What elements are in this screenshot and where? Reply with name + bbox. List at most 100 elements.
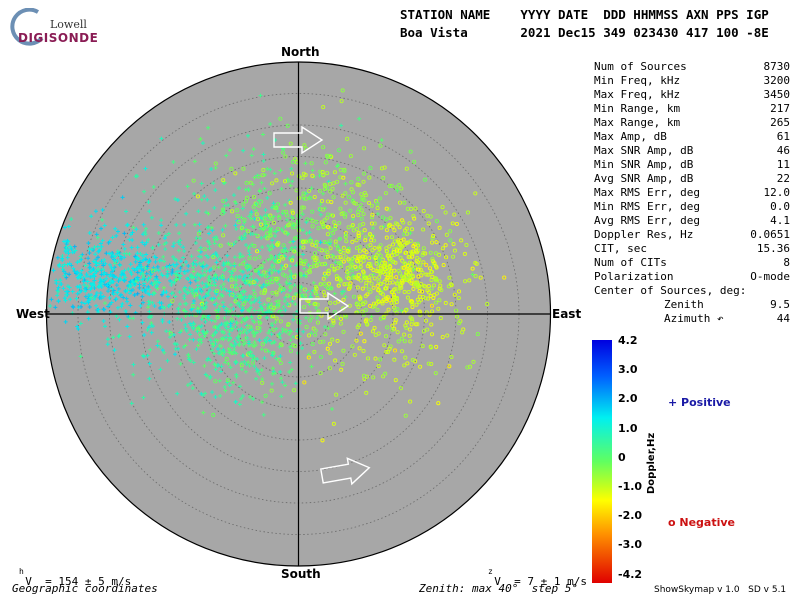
source-point-positive — [183, 309, 188, 314]
source-point-positive — [221, 300, 226, 305]
source-point-negative — [327, 366, 332, 371]
source-point-positive — [304, 315, 309, 320]
source-point-positive — [226, 241, 231, 246]
source-point-positive — [211, 342, 216, 347]
source-point-negative — [263, 348, 268, 353]
source-point-negative — [274, 290, 279, 295]
source-point-positive — [221, 329, 226, 334]
source-point-negative — [409, 278, 414, 283]
source-point-positive — [133, 259, 138, 264]
source-point-positive — [253, 268, 258, 273]
source-point-positive — [148, 300, 153, 305]
source-point-negative — [278, 116, 283, 121]
source-point-positive — [260, 245, 265, 250]
source-point-negative — [388, 216, 393, 221]
source-point-positive — [238, 331, 243, 336]
source-point-negative — [326, 271, 331, 276]
stat-label: Max Amp, dB — [594, 130, 667, 143]
stat-value: 8730 — [763, 60, 791, 73]
source-point-positive — [175, 342, 180, 347]
source-point-positive — [110, 286, 115, 291]
source-point-positive — [290, 179, 295, 184]
source-point-positive — [122, 268, 127, 273]
source-point-negative — [316, 226, 321, 231]
source-point-negative — [376, 245, 381, 250]
source-point-positive — [300, 212, 305, 217]
source-point-positive — [105, 342, 110, 347]
source-point-positive — [212, 289, 217, 294]
source-point-positive — [146, 237, 151, 242]
source-point-positive — [128, 232, 133, 237]
source-point-negative — [393, 378, 398, 383]
source-point-positive — [222, 203, 227, 208]
source-point-negative — [381, 175, 386, 180]
source-point-positive — [213, 165, 218, 170]
source-point-positive — [266, 304, 271, 309]
source-point-positive — [140, 277, 145, 282]
source-point-positive — [146, 276, 151, 281]
source-point-negative — [393, 318, 398, 323]
source-point-positive — [213, 395, 218, 400]
source-point-negative — [502, 275, 507, 280]
source-point-negative — [332, 170, 337, 175]
east-label: East — [552, 307, 582, 321]
source-point-positive — [173, 197, 178, 202]
source-point-positive — [197, 236, 202, 241]
source-point-positive — [198, 296, 203, 301]
source-point-positive — [270, 238, 275, 243]
source-point-negative — [402, 260, 407, 265]
source-point-positive — [164, 264, 169, 269]
source-point-positive — [245, 351, 250, 356]
source-point-negative — [405, 267, 410, 272]
source-point-positive — [285, 302, 290, 307]
source-point-negative — [352, 294, 357, 299]
source-point-positive — [228, 263, 233, 268]
source-point-positive — [256, 319, 261, 324]
source-point-negative — [429, 286, 434, 291]
source-point-negative — [352, 201, 357, 206]
source-point-negative — [376, 364, 381, 369]
source-point-positive — [182, 222, 187, 227]
source-point-negative — [229, 242, 234, 247]
source-point-negative — [357, 206, 362, 211]
source-point-positive — [220, 227, 225, 232]
source-point-negative — [390, 280, 395, 285]
source-point-positive — [239, 237, 244, 242]
source-point-negative — [343, 214, 348, 219]
source-point-negative — [399, 278, 405, 283]
source-point-negative — [384, 349, 389, 354]
source-point-positive — [147, 287, 152, 292]
source-point-negative — [260, 380, 265, 385]
source-point-positive — [61, 286, 66, 291]
source-point-positive — [248, 395, 253, 400]
source-point-negative — [150, 268, 155, 273]
source-point-positive — [55, 255, 60, 260]
source-point-positive — [247, 214, 252, 219]
source-point-positive — [217, 257, 222, 262]
source-point-negative — [393, 286, 398, 291]
source-point-negative — [367, 232, 373, 237]
source-point-negative — [464, 242, 469, 248]
source-point-positive — [126, 267, 131, 272]
source-point-negative — [343, 191, 348, 196]
source-point-positive — [228, 148, 233, 153]
source-point-negative — [336, 148, 342, 153]
source-point-positive — [259, 180, 264, 185]
source-point-negative — [301, 191, 306, 196]
source-point-negative — [361, 258, 366, 263]
source-point-positive — [69, 217, 74, 222]
source-point-positive — [255, 357, 260, 362]
source-point-negative — [409, 251, 414, 256]
source-point-positive — [311, 280, 316, 285]
source-point-positive — [268, 167, 273, 172]
source-point-negative — [421, 227, 426, 232]
source-point-positive — [94, 263, 99, 268]
source-point-negative — [309, 315, 314, 320]
source-point-negative — [293, 157, 298, 162]
source-point-negative — [365, 292, 370, 297]
source-point-positive — [216, 296, 221, 301]
source-point-negative — [312, 194, 317, 200]
source-point-negative — [365, 263, 370, 269]
source-point-negative — [320, 170, 325, 175]
source-point-positive — [228, 365, 233, 370]
